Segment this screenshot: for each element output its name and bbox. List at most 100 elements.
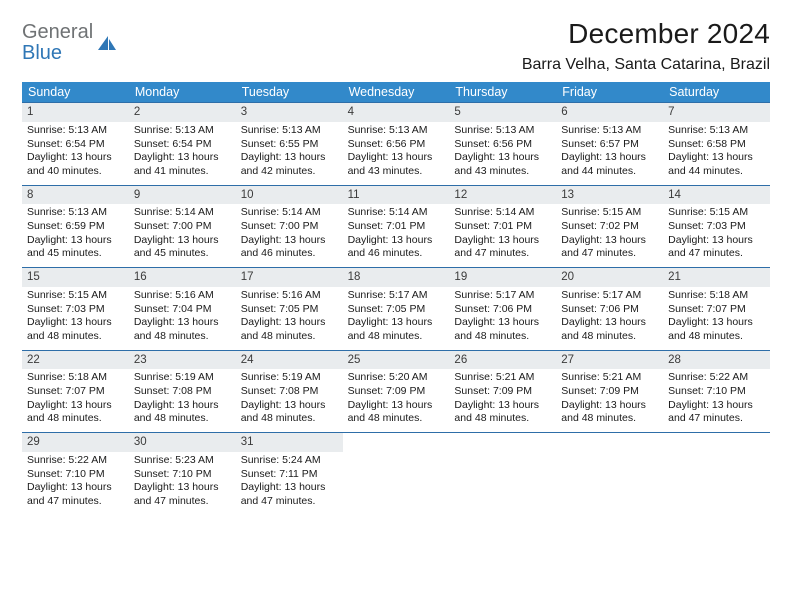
date-number: 10	[236, 186, 343, 205]
date-number: 21	[663, 268, 770, 287]
daylight-line: Daylight: 13 hours and 47 minutes.	[27, 481, 124, 508]
daylight-line: Daylight: 13 hours and 48 minutes.	[561, 399, 658, 426]
date-number: 22	[22, 351, 129, 370]
sunset-line: Sunset: 6:56 PM	[348, 138, 445, 152]
date-number: 25	[343, 351, 450, 370]
sunrise-line: Sunrise: 5:14 AM	[134, 206, 231, 220]
day-info: Sunrise: 5:16 AMSunset: 7:05 PMDaylight:…	[236, 287, 343, 350]
day-info: Sunrise: 5:14 AMSunset: 7:00 PMDaylight:…	[129, 204, 236, 267]
empty-cell	[556, 432, 663, 515]
dow-header: Monday	[129, 82, 236, 102]
daylight-line: Daylight: 13 hours and 48 minutes.	[134, 316, 231, 343]
sunrise-line: Sunrise: 5:22 AM	[668, 371, 765, 385]
date-number: 19	[449, 268, 556, 287]
day-cell: 25Sunrise: 5:20 AMSunset: 7:09 PMDayligh…	[343, 350, 450, 433]
date-number: 5	[449, 103, 556, 122]
sunrise-line: Sunrise: 5:24 AM	[241, 454, 338, 468]
sunset-line: Sunset: 6:56 PM	[454, 138, 551, 152]
title-block: December 2024 Barra Velha, Santa Catarin…	[522, 18, 770, 74]
day-info: Sunrise: 5:18 AMSunset: 7:07 PMDaylight:…	[22, 369, 129, 432]
dow-header: Tuesday	[236, 82, 343, 102]
sunrise-line: Sunrise: 5:15 AM	[668, 206, 765, 220]
sunset-line: Sunset: 7:10 PM	[27, 468, 124, 482]
sunset-line: Sunset: 7:07 PM	[27, 385, 124, 399]
sunset-line: Sunset: 7:00 PM	[134, 220, 231, 234]
day-info: Sunrise: 5:22 AMSunset: 7:10 PMDaylight:…	[663, 369, 770, 432]
day-cell: 4Sunrise: 5:13 AMSunset: 6:56 PMDaylight…	[343, 102, 450, 185]
day-cell: 19Sunrise: 5:17 AMSunset: 7:06 PMDayligh…	[449, 267, 556, 350]
day-cell: 11Sunrise: 5:14 AMSunset: 7:01 PMDayligh…	[343, 185, 450, 268]
dow-header: Saturday	[663, 82, 770, 102]
empty-cell	[663, 432, 770, 515]
date-number: 9	[129, 186, 236, 205]
day-cell: 28Sunrise: 5:22 AMSunset: 7:10 PMDayligh…	[663, 350, 770, 433]
daylight-line: Daylight: 13 hours and 40 minutes.	[27, 151, 124, 178]
sunrise-line: Sunrise: 5:13 AM	[241, 124, 338, 138]
sunrise-line: Sunrise: 5:15 AM	[561, 206, 658, 220]
day-cell: 15Sunrise: 5:15 AMSunset: 7:03 PMDayligh…	[22, 267, 129, 350]
date-number: 30	[129, 433, 236, 452]
daylight-line: Daylight: 13 hours and 48 minutes.	[27, 316, 124, 343]
dow-header: Friday	[556, 82, 663, 102]
day-info: Sunrise: 5:16 AMSunset: 7:04 PMDaylight:…	[129, 287, 236, 350]
daylight-line: Daylight: 13 hours and 44 minutes.	[668, 151, 765, 178]
day-info: Sunrise: 5:13 AMSunset: 6:55 PMDaylight:…	[236, 122, 343, 185]
sunrise-line: Sunrise: 5:15 AM	[27, 289, 124, 303]
daylight-line: Daylight: 13 hours and 45 minutes.	[27, 234, 124, 261]
sunrise-line: Sunrise: 5:13 AM	[27, 124, 124, 138]
sunrise-line: Sunrise: 5:13 AM	[668, 124, 765, 138]
date-number: 3	[236, 103, 343, 122]
sunrise-line: Sunrise: 5:22 AM	[27, 454, 124, 468]
sunset-line: Sunset: 6:54 PM	[134, 138, 231, 152]
sunset-line: Sunset: 6:54 PM	[27, 138, 124, 152]
sunrise-line: Sunrise: 5:14 AM	[348, 206, 445, 220]
sunrise-line: Sunrise: 5:13 AM	[454, 124, 551, 138]
daylight-line: Daylight: 13 hours and 48 minutes.	[454, 399, 551, 426]
day-info: Sunrise: 5:13 AMSunset: 6:59 PMDaylight:…	[22, 204, 129, 267]
sunset-line: Sunset: 7:09 PM	[348, 385, 445, 399]
daylight-line: Daylight: 13 hours and 48 minutes.	[668, 316, 765, 343]
sunset-line: Sunset: 7:10 PM	[668, 385, 765, 399]
date-number: 2	[129, 103, 236, 122]
daylight-line: Daylight: 13 hours and 47 minutes.	[668, 399, 765, 426]
day-info: Sunrise: 5:17 AMSunset: 7:06 PMDaylight:…	[556, 287, 663, 350]
brand-text: General Blue	[22, 22, 93, 64]
day-cell: 29Sunrise: 5:22 AMSunset: 7:10 PMDayligh…	[22, 432, 129, 515]
sunset-line: Sunset: 7:03 PM	[668, 220, 765, 234]
sunrise-line: Sunrise: 5:16 AM	[134, 289, 231, 303]
sunset-line: Sunset: 7:06 PM	[561, 303, 658, 317]
date-number: 1	[22, 103, 129, 122]
day-cell: 30Sunrise: 5:23 AMSunset: 7:10 PMDayligh…	[129, 432, 236, 515]
dow-header: Thursday	[449, 82, 556, 102]
sunset-line: Sunset: 7:04 PM	[134, 303, 231, 317]
day-cell: 22Sunrise: 5:18 AMSunset: 7:07 PMDayligh…	[22, 350, 129, 433]
sunrise-line: Sunrise: 5:17 AM	[561, 289, 658, 303]
page: General Blue December 2024 Barra Velha, …	[0, 0, 792, 533]
date-number: 14	[663, 186, 770, 205]
daylight-line: Daylight: 13 hours and 43 minutes.	[348, 151, 445, 178]
day-info: Sunrise: 5:15 AMSunset: 7:02 PMDaylight:…	[556, 204, 663, 267]
sunset-line: Sunset: 7:09 PM	[454, 385, 551, 399]
date-number: 28	[663, 351, 770, 370]
date-number: 31	[236, 433, 343, 452]
daylight-line: Daylight: 13 hours and 48 minutes.	[561, 316, 658, 343]
date-number: 27	[556, 351, 663, 370]
day-cell: 20Sunrise: 5:17 AMSunset: 7:06 PMDayligh…	[556, 267, 663, 350]
daylight-line: Daylight: 13 hours and 47 minutes.	[561, 234, 658, 261]
day-info: Sunrise: 5:22 AMSunset: 7:10 PMDaylight:…	[22, 452, 129, 515]
daylight-line: Daylight: 13 hours and 48 minutes.	[348, 316, 445, 343]
date-number: 29	[22, 433, 129, 452]
daylight-line: Daylight: 13 hours and 47 minutes.	[134, 481, 231, 508]
day-cell: 1Sunrise: 5:13 AMSunset: 6:54 PMDaylight…	[22, 102, 129, 185]
day-info: Sunrise: 5:17 AMSunset: 7:06 PMDaylight:…	[449, 287, 556, 350]
daylight-line: Daylight: 13 hours and 46 minutes.	[241, 234, 338, 261]
date-number: 12	[449, 186, 556, 205]
sunset-line: Sunset: 7:11 PM	[241, 468, 338, 482]
sunset-line: Sunset: 7:10 PM	[134, 468, 231, 482]
day-cell: 27Sunrise: 5:21 AMSunset: 7:09 PMDayligh…	[556, 350, 663, 433]
sunset-line: Sunset: 7:08 PM	[134, 385, 231, 399]
day-info: Sunrise: 5:13 AMSunset: 6:58 PMDaylight:…	[663, 122, 770, 185]
location: Barra Velha, Santa Catarina, Brazil	[522, 56, 770, 74]
day-info: Sunrise: 5:13 AMSunset: 6:54 PMDaylight:…	[22, 122, 129, 185]
daylight-line: Daylight: 13 hours and 48 minutes.	[27, 399, 124, 426]
